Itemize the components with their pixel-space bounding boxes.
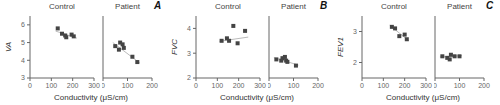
svg-text:VA: VA — [4, 42, 13, 52]
svg-text:3: 3 — [353, 28, 357, 35]
svg-text:2: 2 — [187, 74, 191, 81]
svg-text:4: 4 — [187, 25, 191, 32]
svg-text:200: 200 — [146, 82, 158, 89]
svg-text:0: 0 — [434, 82, 437, 89]
svg-text:200: 200 — [312, 82, 324, 89]
svg-text:300: 300 — [420, 82, 432, 89]
svg-text:200: 200 — [399, 82, 411, 89]
svg-text:FEV1: FEV1 — [336, 37, 345, 57]
svg-text:3: 3 — [21, 74, 25, 81]
svg-text:100: 100 — [454, 82, 466, 89]
svg-text:0: 0 — [194, 82, 198, 89]
svg-text:100: 100 — [45, 82, 57, 89]
svg-text:0: 0 — [102, 82, 105, 89]
svg-text:200: 200 — [67, 82, 79, 89]
html-text:Conductivity (μS/cm): Conductivity (μS/cm) — [54, 93, 128, 102]
svg-text:200: 200 — [478, 82, 490, 89]
svg-text:4: 4 — [21, 57, 25, 64]
svg-text:100: 100 — [288, 82, 300, 89]
html-text:Control: Control — [49, 2, 75, 11]
svg-text:5: 5 — [21, 39, 25, 46]
html-text:Patient: Patient — [115, 2, 140, 11]
svg-text:100: 100 — [377, 82, 389, 89]
svg-text:300: 300 — [88, 82, 100, 89]
svg-text:0: 0 — [268, 82, 271, 89]
svg-text:0: 0 — [28, 82, 32, 89]
html-text:Conductivity (μS/cm): Conductivity (μS/cm) — [386, 93, 460, 102]
svg-text:2: 2 — [353, 59, 357, 66]
html-text:Conductivity (μS/cm): Conductivity (μS/cm) — [220, 93, 294, 102]
svg-text:200: 200 — [233, 82, 245, 89]
html-text:C: C — [486, 0, 494, 11]
svg-text:6: 6 — [21, 21, 25, 28]
svg-text:100: 100 — [211, 82, 223, 89]
html-text:Patient: Patient — [447, 2, 472, 11]
html-text:Control: Control — [381, 2, 407, 11]
html-text:Patient: Patient — [281, 2, 306, 11]
html-text:B: B — [320, 0, 328, 11]
svg-text:300: 300 — [254, 82, 266, 89]
svg-text:FVC: FVC — [170, 39, 179, 55]
svg-text:3: 3 — [187, 50, 191, 57]
html-text:Control: Control — [215, 2, 241, 11]
svg-text:0: 0 — [360, 82, 364, 89]
html-text:A: A — [154, 0, 162, 11]
svg-text:100: 100 — [122, 82, 134, 89]
